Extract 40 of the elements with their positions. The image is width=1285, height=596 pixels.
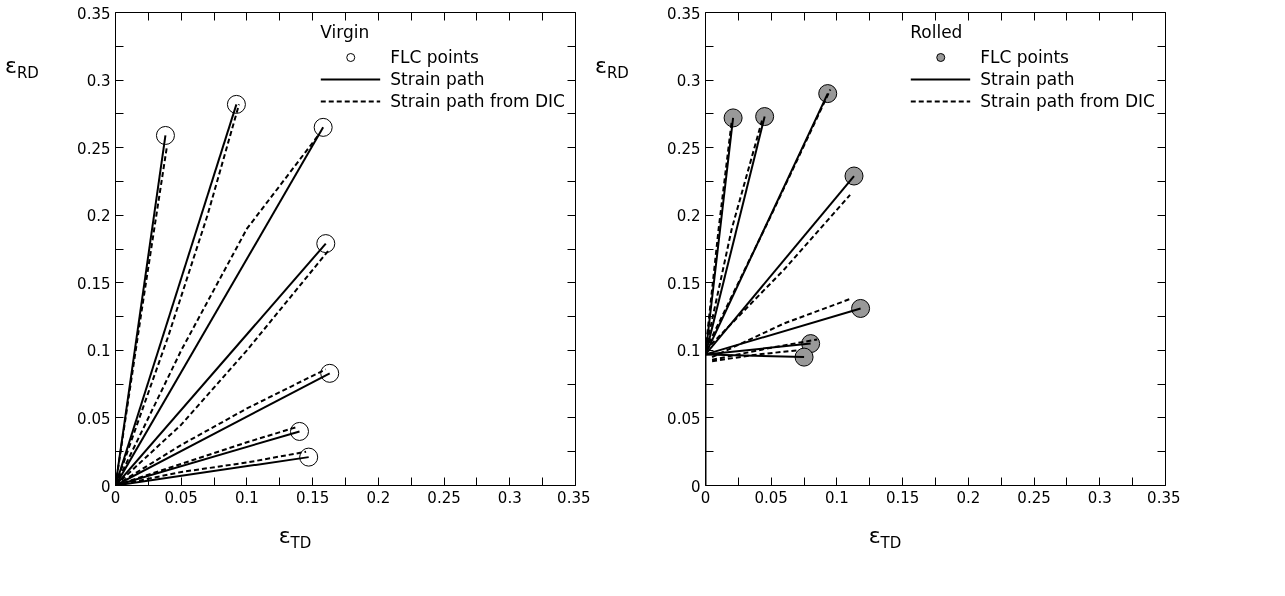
x-tick-label: 0.1 xyxy=(235,488,259,507)
x-tick-label: 0.2 xyxy=(366,488,391,507)
y-tick-label: 0.15 xyxy=(77,274,111,293)
x-tick-label: 0.05 xyxy=(164,488,198,507)
x-tick-label: 0.2 xyxy=(956,488,981,507)
y-tick-label: 0.1 xyxy=(86,342,111,361)
legend-title: Virgin xyxy=(320,22,371,42)
legend-label: Strain path xyxy=(980,69,1075,89)
y-tick-label: 0.35 xyxy=(77,4,111,23)
y-axis-title: ε$_{RD}$ xyxy=(595,52,629,85)
y-tick-label: 0.05 xyxy=(667,409,701,428)
y-tick-label: 0.35 xyxy=(667,4,701,23)
y-tick-label: 0.25 xyxy=(667,139,701,158)
x-tick-label: 0.15 xyxy=(885,488,920,507)
x-tick-label: 0.25 xyxy=(427,488,461,507)
x-tick-label: 0.35 xyxy=(1147,488,1181,507)
legend-label: Strain path from DIC xyxy=(390,91,565,111)
x-tick-label: 0.3 xyxy=(1087,488,1112,507)
x-axis-title: ε$_{TD}$ xyxy=(868,522,902,555)
y-tick-label: 0.15 xyxy=(667,274,701,293)
x-tick-label: 0.25 xyxy=(1017,488,1051,507)
legend-label: FLC points xyxy=(390,47,479,67)
y-tick-label: 0.2 xyxy=(676,207,701,226)
legend-title: Rolled xyxy=(910,22,964,42)
x-tick-label: 0.05 xyxy=(754,488,788,507)
x-tick-label: 0.15 xyxy=(295,488,330,507)
legend-label: Strain path from DIC xyxy=(980,91,1155,111)
x-tick-label: 0.3 xyxy=(497,488,522,507)
y-tick-label: 0.3 xyxy=(86,72,111,91)
y-tick-label: 0.25 xyxy=(77,139,111,158)
y-tick-label: 0.1 xyxy=(676,342,701,361)
x-tick-label: 0.35 xyxy=(557,488,591,507)
legend-label: FLC points xyxy=(980,47,1069,67)
y-tick-label: 0.3 xyxy=(676,72,701,91)
x-tick-label: 0.1 xyxy=(825,488,849,507)
legend-label: Strain path xyxy=(390,69,485,89)
x-axis-title: ε$_{TD}$ xyxy=(278,522,312,555)
y-axis-title: ε$_{RD}$ xyxy=(5,52,39,85)
y-tick-label: 0.2 xyxy=(86,207,111,226)
y-tick-label: 0.05 xyxy=(77,409,111,428)
